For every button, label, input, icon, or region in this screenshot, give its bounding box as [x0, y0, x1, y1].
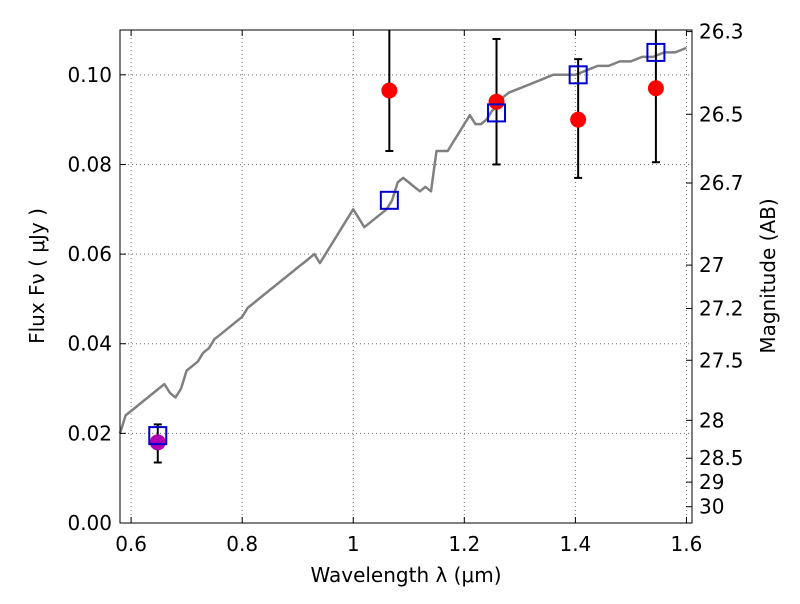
- mag-tick-label: 28: [699, 408, 724, 432]
- photometry-point: [149, 434, 166, 451]
- model-spectrum-line: [118, 46, 687, 434]
- x-tick-label: 1.2: [448, 532, 480, 556]
- y-tick-label: 0.08: [67, 152, 112, 176]
- model-spectrum-layer: [118, 46, 687, 434]
- plot-frame: [119, 29, 693, 524]
- model-photometry-square: [568, 65, 588, 85]
- x-axis-label: Wavelength λ (μm): [310, 563, 501, 587]
- mag-tick-label: 28.5: [699, 446, 744, 470]
- mag-tick-label: 26.3: [699, 20, 744, 44]
- mag-tick-label: 26.7: [699, 171, 744, 195]
- tick-layer: 0.6 0.8 1 1.2 1.4 1.6 0.00 0.02 0.04 0.06 0.08 0.10…: [67, 20, 743, 556]
- model-photometry-square: [148, 426, 168, 446]
- y-axis-label: Flux Fν ( μJy ): [25, 208, 49, 344]
- y-tick-label: 0.04: [67, 332, 112, 356]
- mag-tick-label: 27.5: [699, 348, 744, 372]
- model-photometry-square: [646, 42, 666, 62]
- y-tick-label: 0.06: [67, 242, 112, 266]
- marker-layer: [148, 42, 666, 451]
- x-tick-label: 0.8: [226, 532, 258, 556]
- model-photometry-square: [379, 190, 399, 210]
- photometry-point: [647, 80, 664, 97]
- y-tick-label: 0.10: [67, 63, 112, 87]
- x-tick-label: 0.6: [115, 532, 147, 556]
- photometry-point: [381, 82, 398, 99]
- x-tick-label: 1.6: [671, 532, 703, 556]
- y2-axis-label: Magnitude (AB): [756, 198, 780, 353]
- photometry-point: [488, 93, 505, 110]
- mag-tick-label: 27.2: [699, 296, 744, 320]
- x-tick-label: 1: [347, 532, 360, 556]
- mag-tick-label: 27: [699, 253, 724, 277]
- mag-tick-label: 26.5: [699, 102, 744, 126]
- grid-layer: [120, 30, 692, 524]
- photometry-point: [570, 111, 587, 128]
- mag-tick-label: 30: [699, 495, 724, 519]
- y-tick-label: 0.02: [67, 421, 112, 445]
- mag-tick-label: 29: [699, 470, 724, 494]
- model-photometry-square: [487, 103, 507, 123]
- y-tick-label: 0.00: [67, 511, 112, 535]
- x-tick-label: 1.4: [559, 532, 591, 556]
- errorbar-layer: [153, 30, 660, 464]
